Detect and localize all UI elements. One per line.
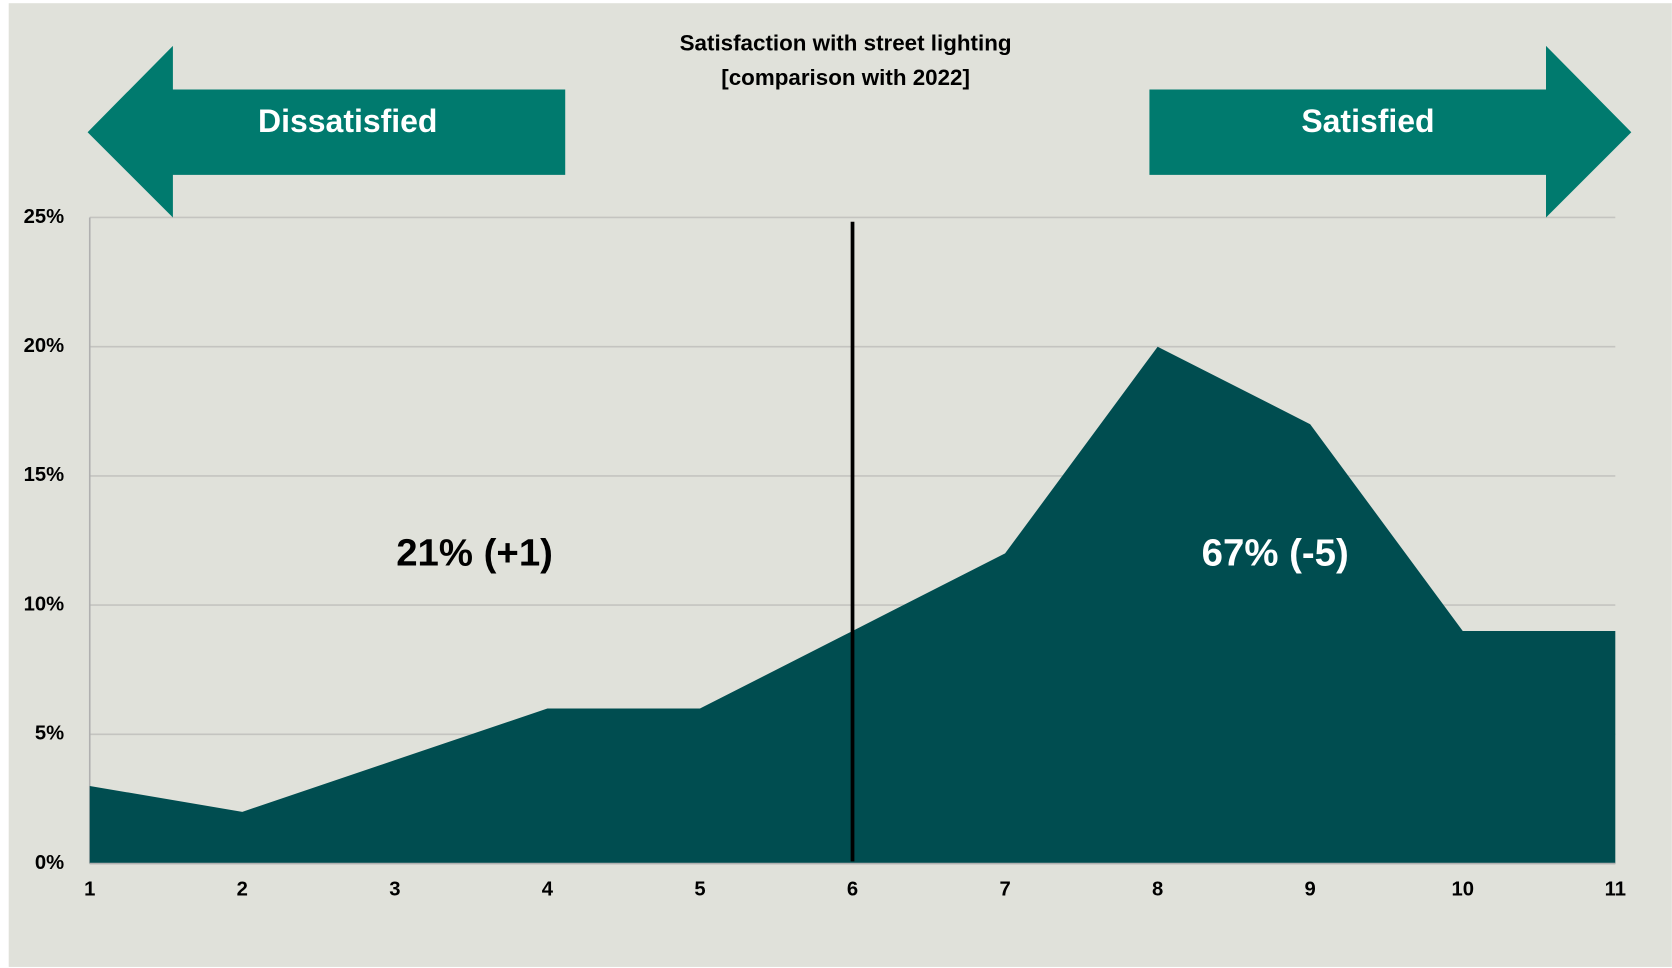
plot-area: 0% 5% 10% 15% 20% 25% 1 2 3 4 5 6 7 8 9 10 11 [24,206,1626,901]
y-tick-label: 10% [24,593,65,615]
x-tick-label: 2 [237,879,248,901]
x-tick-label: 4 [542,879,554,901]
x-tick-label: 9 [1305,879,1316,901]
x-tick-label: 6 [847,879,858,901]
dissatisfied-arrow [87,45,566,218]
arrow-label: Satisfied [1301,103,1434,139]
x-tick-label: 3 [389,879,400,901]
y-tick-label: 20% [24,335,65,357]
chart-title: Satisfaction with street lighting [680,31,1012,56]
x-tick-label: 1 [84,879,95,901]
share-label: 67% (-5) [1202,532,1349,575]
chart-subtitle: [comparison with 2022] [721,65,970,90]
share-label: 21% (+1) [396,532,553,575]
x-tick-label: 11 [1605,879,1626,901]
x-tick-label: 7 [999,879,1010,901]
x-tick-label: 5 [694,879,705,901]
y-tick-label: 0% [35,852,64,874]
x-tick-label: 10 [1451,879,1474,901]
y-tick-label: 25% [24,206,65,228]
satisfied-arrow [1149,45,1632,218]
y-tick-label: 5% [35,723,64,745]
arrow-label: Dissatisfied [258,103,437,139]
y-tick-label: 15% [24,464,65,486]
x-tick-label: 8 [1152,879,1163,901]
